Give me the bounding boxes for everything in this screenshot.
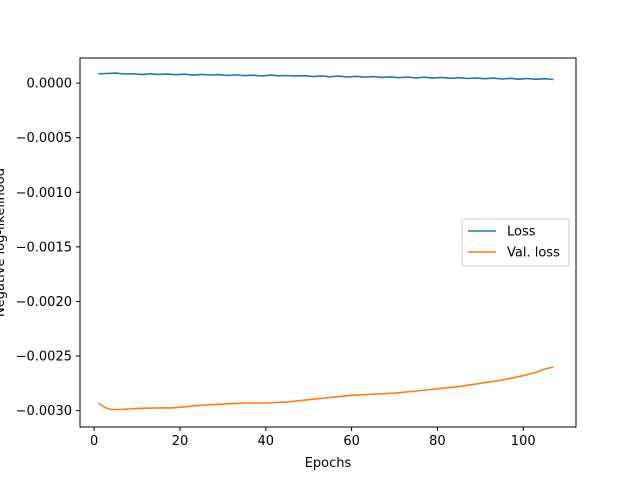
y-axis-label: Negative log-likelihood [0,168,8,317]
series-line-val-loss [97,366,554,411]
y-tick-label: −0.0030 [16,404,72,419]
y-tick-label: −0.0015 [16,240,72,255]
y-tick-label: −0.0005 [16,131,72,146]
y-axis: 0.0000 −0.0005 −0.0010 −0.0015 −0.0020 −0.002… [16,77,80,419]
y-tick-label: −0.0010 [16,186,72,201]
series-layer [97,72,554,411]
y-tick-label: −0.0025 [16,350,72,365]
series-line-loss [98,72,554,81]
x-axis-label: Epochs [305,456,352,471]
x-axis: 0 20 40 60 80 100 [90,427,536,449]
plot-frame [79,57,577,428]
x-tick-label: 80 [429,434,446,449]
x-tick-label: 40 [258,434,275,449]
legend-label-val-loss: Val. loss [507,246,560,261]
y-tick-label: 0.0000 [27,77,73,92]
x-tick-label: 0 [90,434,98,449]
legend: Loss Val. loss [461,218,570,267]
x-tick-label: 100 [511,434,536,449]
y-tick-label: −0.0020 [16,295,72,310]
x-tick-label: 60 [343,434,360,449]
x-tick-label: 20 [172,434,189,449]
legend-label-loss: Loss [507,225,536,240]
